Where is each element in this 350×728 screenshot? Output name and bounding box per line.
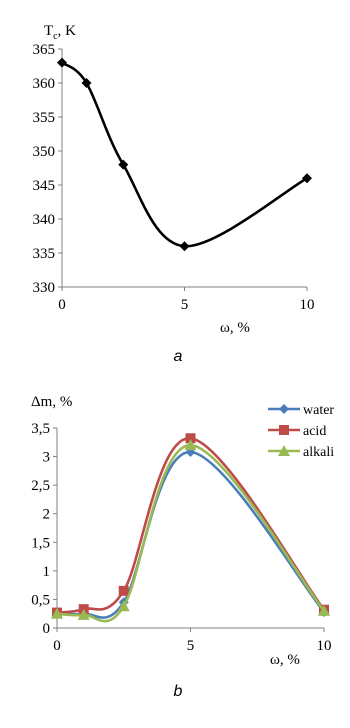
chart-a-y-tick-label: 335: [33, 246, 56, 262]
chart-a-data-point: [57, 57, 67, 68]
legend-marker: [279, 404, 289, 414]
chart-b-y-axis-label: Δm, %: [31, 394, 72, 410]
legend-label: acid: [303, 424, 326, 439]
chart-a-x-tick-label: 0: [58, 297, 66, 313]
chart-b-data-point: [184, 439, 197, 451]
chart-a-series-line: [61, 61, 308, 248]
chart-b-y-tick-label: 1,5: [31, 535, 50, 551]
chart-b-y-tick-label: 0: [43, 621, 51, 637]
chart-a-data-point: [81, 78, 92, 88]
chart-b-data-point: [51, 607, 63, 619]
chart-b-y-tick-label: 3: [43, 450, 51, 466]
chart-b-series-line: [56, 450, 325, 619]
chart-b-x-tick-label: 10: [317, 638, 332, 654]
chart-b-caption: b: [174, 683, 183, 700]
chart-b-y-tick-label: 0,5: [31, 592, 50, 608]
chart-b-data-point: [185, 433, 196, 444]
chart-a-tick-labels: 330 335 340 345 350 355 360 365 0 5 10: [33, 42, 315, 313]
chart-a-data-point: [179, 241, 190, 252]
chart-a-y-tick-label: 365: [33, 42, 56, 58]
chart-b-tick-labels: 0 0,5 1 1,5 2 2,5 3 3,5 0 5 10: [31, 421, 331, 654]
chart-a-data-point: [302, 173, 312, 184]
chart-b-series-line: [56, 443, 326, 623]
chart-b-y-tick-label: 2,5: [31, 478, 50, 494]
chart-a-x-tick-label: 10: [300, 297, 315, 313]
legend-marker: [279, 425, 289, 435]
legend-marker: [278, 445, 290, 456]
chart-a-y-tick-label: 355: [33, 110, 56, 126]
chart-a-x-tick-label: 5: [181, 297, 189, 313]
chart-b-data-point: [117, 600, 130, 612]
chart-a-y-tick-label: 340: [33, 212, 56, 228]
chart-b-x-axis-label: ω, %: [270, 652, 300, 668]
chart-b-data-point: [77, 608, 90, 620]
chart-a-y-axis-label: Tc, K: [44, 23, 76, 42]
chart-b-series: [51, 433, 330, 623]
chart-a-y-tick-label: 345: [33, 178, 56, 194]
chart-a-caption: a: [174, 348, 183, 365]
legend-label: alkali: [303, 445, 334, 460]
chart-b-y-tick-label: 1: [43, 564, 51, 580]
chart-a-axes: [58, 48, 308, 291]
chart-b: Δm, % 0 0,5 1 1,5 2 2,5 3 3,5 0 5 10 water acid alka…: [31, 394, 334, 700]
chart-b-y-tick-label: 3,5: [31, 421, 50, 437]
chart-b-y-tick-label: 2: [43, 507, 51, 523]
chart-b-x-tick-label: 0: [53, 638, 61, 654]
chart-a-series: [57, 57, 312, 252]
chart-b-data-point: [118, 585, 129, 596]
chart-a-y-tick-label: 360: [33, 76, 56, 92]
chart-b-x-tick-label: 5: [187, 638, 195, 654]
legend-label: water: [303, 403, 334, 418]
chart-a-y-tick-label: 330: [33, 280, 56, 296]
chart-b-axes: [53, 427, 325, 632]
chart-b-series-line: [56, 436, 326, 614]
chart-a-x-axis-label: ω, %: [220, 320, 250, 336]
chart-a-data-point: [118, 159, 129, 170]
chart-b-data-point: [318, 604, 330, 616]
chart-b-legend: water acid alkali: [268, 403, 334, 460]
chart-a-y-tick-label: 350: [33, 144, 56, 160]
